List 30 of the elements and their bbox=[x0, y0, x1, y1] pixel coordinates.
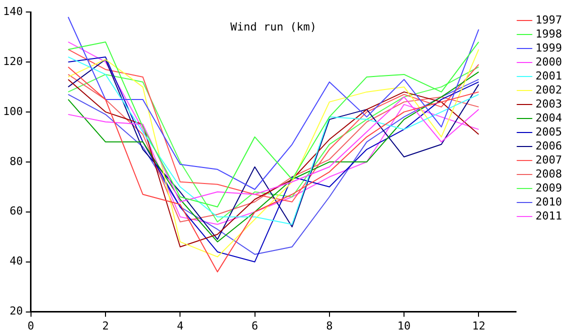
legend-label: 1998 bbox=[536, 27, 562, 40]
x-tick-label: 10 bbox=[397, 319, 411, 332]
y-tick-label: 120 bbox=[2, 54, 23, 68]
x-tick-label: 12 bbox=[472, 319, 486, 332]
legend-label: 2002 bbox=[536, 83, 562, 96]
y-tick-label: 80 bbox=[10, 154, 23, 168]
legend-label: 2006 bbox=[536, 139, 562, 152]
text: Wind run (km) bbox=[230, 20, 316, 34]
x-tick-label: 8 bbox=[326, 319, 333, 332]
legend-label: 2008 bbox=[536, 167, 562, 180]
x-tick-label: 2 bbox=[102, 319, 109, 332]
y-tick-label: 100 bbox=[2, 104, 23, 118]
legend-label: 2009 bbox=[536, 181, 562, 194]
x-tick-label: 4 bbox=[176, 319, 184, 332]
legend-label: 2010 bbox=[536, 195, 562, 208]
y-tick-label: 40 bbox=[10, 254, 23, 268]
y-tick-label: 140 bbox=[2, 4, 23, 18]
legend-label: 1999 bbox=[536, 41, 562, 54]
y-tick-label: 20 bbox=[10, 304, 23, 318]
legend-label: 2004 bbox=[536, 111, 562, 124]
legend-label: 2011 bbox=[536, 209, 562, 222]
y-tick-label: 60 bbox=[10, 204, 23, 218]
x-tick-label: 6 bbox=[251, 319, 258, 332]
legend-label: 2003 bbox=[536, 97, 562, 110]
legend-label: 2005 bbox=[536, 125, 562, 138]
legend-label: 2001 bbox=[536, 69, 562, 82]
x-tick-label: 0 bbox=[28, 319, 34, 332]
legend-label: 2000 bbox=[536, 55, 562, 68]
legend-label: 2007 bbox=[536, 153, 562, 166]
legend-label: 1997 bbox=[536, 13, 562, 26]
